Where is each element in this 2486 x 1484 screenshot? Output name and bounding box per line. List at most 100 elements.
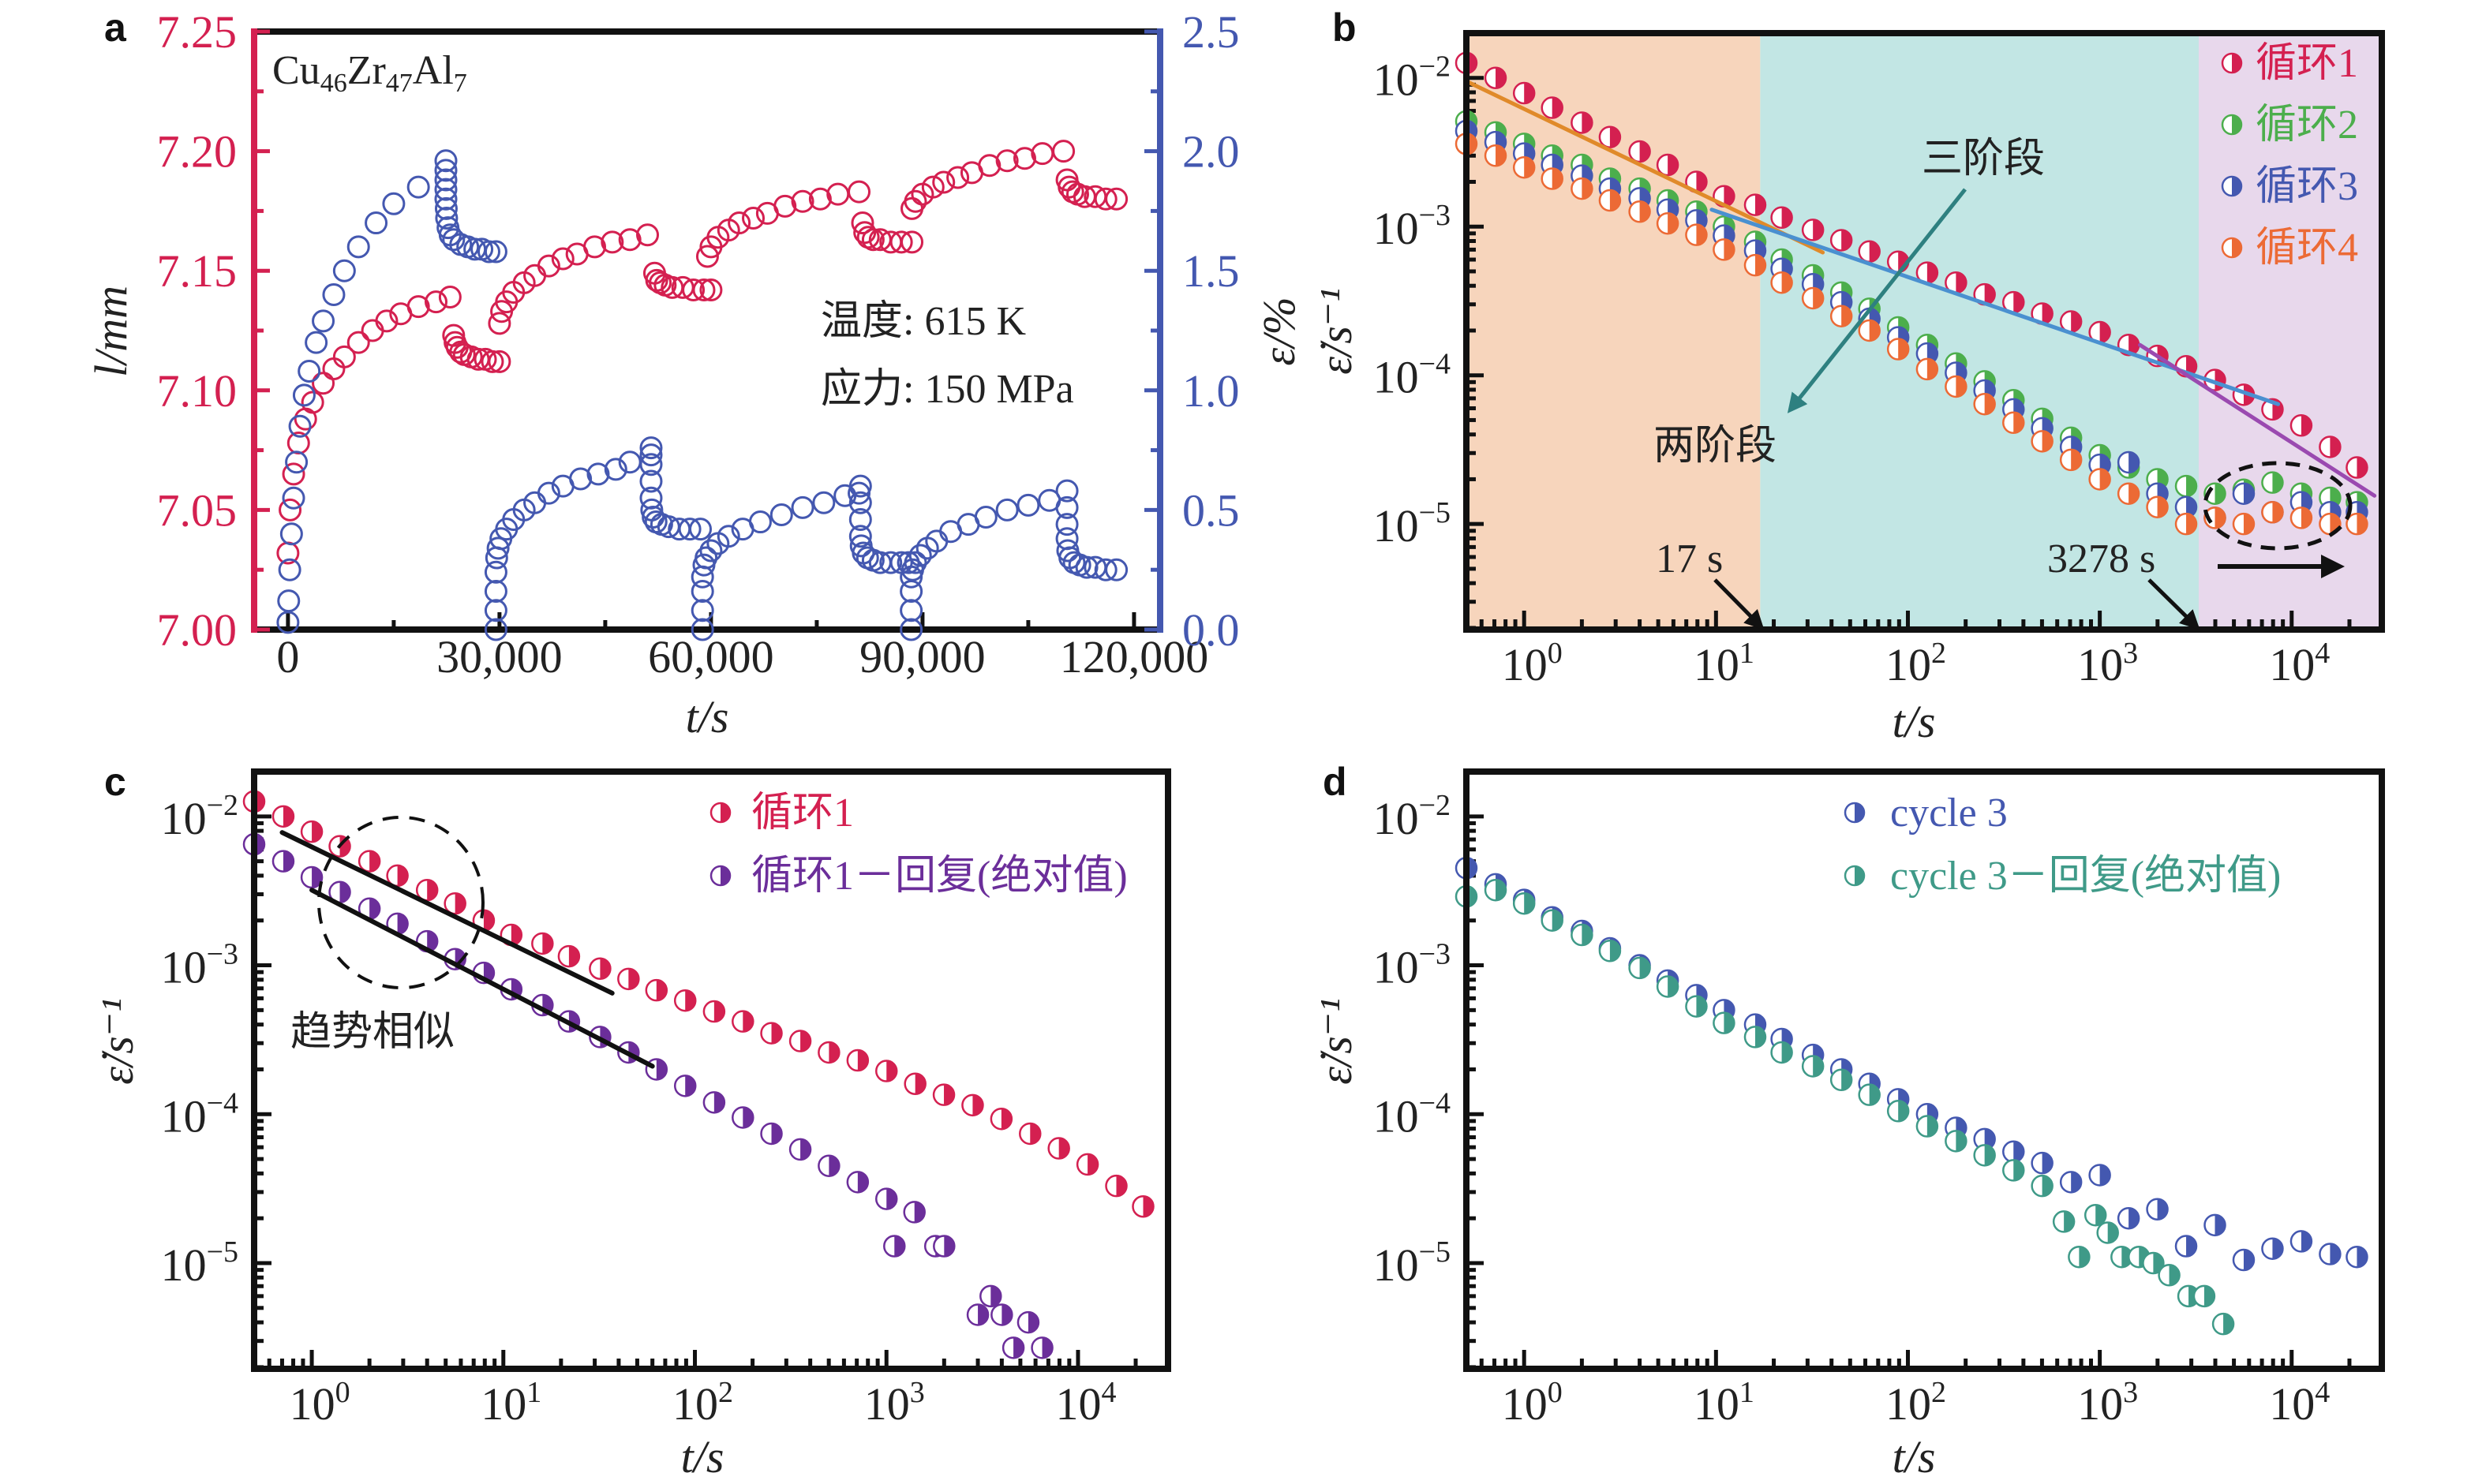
marker-fill [1855, 803, 1864, 822]
data-point [2031, 1174, 2054, 1198]
data-point [645, 978, 668, 1002]
x-tick-label: 104 [2269, 1376, 2330, 1430]
marker-fill [1609, 126, 1620, 148]
data-point [921, 175, 945, 199]
data-point [1484, 66, 1507, 89]
data-point [484, 618, 507, 641]
data-point [2146, 1198, 2169, 1220]
data-point [848, 525, 872, 548]
marker-fill [2357, 1247, 2368, 1268]
data-point [691, 599, 714, 622]
data-point [386, 864, 409, 888]
marker-fill [2301, 1231, 2312, 1252]
y2-tick-label: 2.0 [1182, 126, 1240, 178]
data-point [695, 546, 718, 570]
data-point [932, 1083, 956, 1106]
marker-fill [2232, 54, 2241, 73]
marker-fill [886, 1060, 897, 1082]
marker-fill [1781, 1041, 1792, 1063]
data-point [1076, 1153, 1099, 1176]
marker-fill [1668, 155, 1679, 176]
data-point [682, 278, 706, 301]
fit-line [279, 830, 615, 996]
legend-marker [1844, 865, 1866, 887]
tick-base: 10 [1373, 1239, 1419, 1291]
y2-tick-label: 1.5 [1182, 245, 1240, 297]
data-point [1055, 495, 1079, 519]
data-point [1571, 177, 1593, 200]
tick-base: 10 [2077, 1378, 2123, 1430]
legend-item: 循环3 [2221, 164, 2358, 209]
data-point [488, 350, 511, 373]
data-point [769, 503, 793, 526]
marker-fill [771, 1022, 782, 1044]
data-point [434, 149, 458, 173]
y-tick-label: 10−2 [1373, 789, 1451, 844]
data-point [589, 957, 612, 980]
tick-base: 10 [1502, 639, 1548, 690]
marker-fill [2301, 415, 2312, 436]
tick-exponent: 3 [2123, 1376, 2138, 1409]
panel-c-ylabel: ε̇/s⁻¹ [92, 998, 143, 1085]
data-point [1915, 1115, 1939, 1138]
marker-fill [2232, 177, 2241, 196]
data-point [742, 206, 766, 230]
data-point [848, 180, 871, 204]
data-point [488, 312, 511, 335]
data-point [2192, 1284, 2216, 1308]
marker-fill [427, 931, 438, 952]
data-point [1628, 200, 1651, 223]
marker-fill [2013, 412, 2024, 433]
marker-fill [2071, 449, 2082, 470]
data-point [2261, 501, 2284, 524]
marker-fill [2042, 1176, 2053, 1197]
data-point [848, 474, 872, 498]
data-point [537, 481, 560, 505]
marker-fill [1668, 213, 1679, 234]
stress-annotation: 应力: 150 MPa [821, 367, 1074, 412]
data-point [328, 880, 351, 904]
data-point [434, 168, 458, 192]
panel-c-cycle1-comparison: 100 101 102 103 10410−210−310−410−5循环1循环1－回复… [161, 768, 1171, 1430]
marker-fill [1696, 171, 1707, 193]
marker-fill [1696, 224, 1707, 245]
data-point [732, 1010, 754, 1033]
legend-item: cycle 3 [1844, 791, 2008, 835]
data-point [279, 498, 302, 521]
data-point [2174, 474, 2198, 498]
data-point [978, 154, 1002, 178]
data-point [382, 192, 406, 215]
x-tick-label: 101 [1694, 1376, 1754, 1430]
marker-fill [628, 968, 639, 989]
alloy-composition: Cu46Zr47Al7 [272, 48, 467, 98]
data-point [481, 350, 504, 373]
data-point [1945, 1130, 1967, 1153]
marker-fill [2186, 496, 2197, 518]
marker-fill [2169, 1265, 2180, 1286]
legend-marker [709, 865, 732, 887]
marker-fill [2186, 1235, 2197, 1257]
marker-fill [339, 881, 350, 903]
data-point [484, 560, 507, 584]
data-point [695, 245, 719, 268]
legend: 循环1 循环2 循环3 循环4 [2221, 41, 2358, 271]
y-tick-label: 7.20 [157, 126, 238, 178]
tick-exponent: 3 [910, 1376, 925, 1409]
tick-exponent: −4 [1419, 348, 1451, 381]
marker-fill [1002, 1304, 1013, 1325]
marker-fill [713, 1092, 724, 1113]
data-point [639, 469, 663, 493]
data-point [879, 551, 903, 574]
data-point [1829, 229, 1853, 252]
fit-line [309, 888, 655, 1069]
marker-fill [1030, 1123, 1041, 1144]
marker-fill [1754, 255, 1765, 276]
data-point [2346, 456, 2368, 479]
marker-fill [978, 1304, 989, 1325]
data-point [808, 187, 832, 211]
data-point [1598, 189, 1622, 212]
panel-b-xlabel: t/s [1893, 696, 1936, 747]
data-point [2203, 1213, 2226, 1237]
data-point [438, 286, 462, 309]
x-tick-label: 120,000 [1060, 631, 1209, 682]
